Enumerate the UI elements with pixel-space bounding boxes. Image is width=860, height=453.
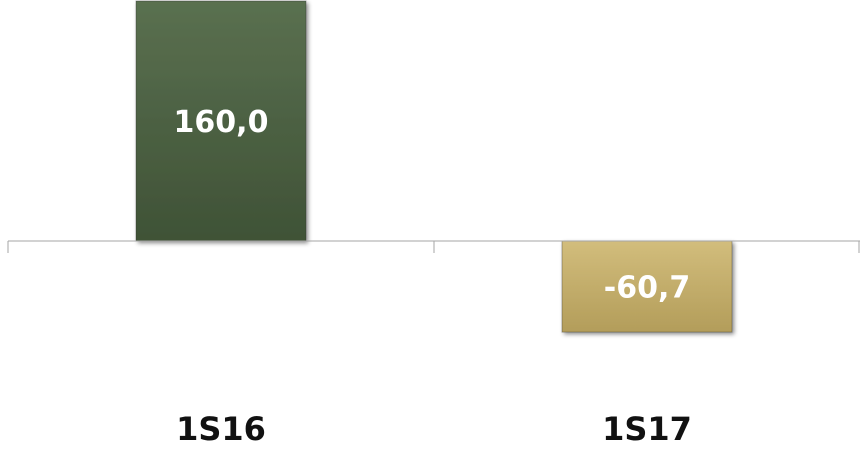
- labels-layer: 160,0 1S16 -60,7 1S17: [174, 105, 692, 448]
- bar-1s17: [561, 240, 733, 333]
- x-axis: [7, 240, 860, 253]
- data-label-1s16: 160,0: [174, 105, 269, 140]
- bar-1s16: [135, 0, 307, 242]
- category-label-1s16: 1S16: [176, 410, 266, 448]
- bars-layer: [135, 0, 733, 333]
- category-label-1s17: 1S17: [602, 410, 692, 448]
- data-label-1s17: -60,7: [604, 271, 690, 306]
